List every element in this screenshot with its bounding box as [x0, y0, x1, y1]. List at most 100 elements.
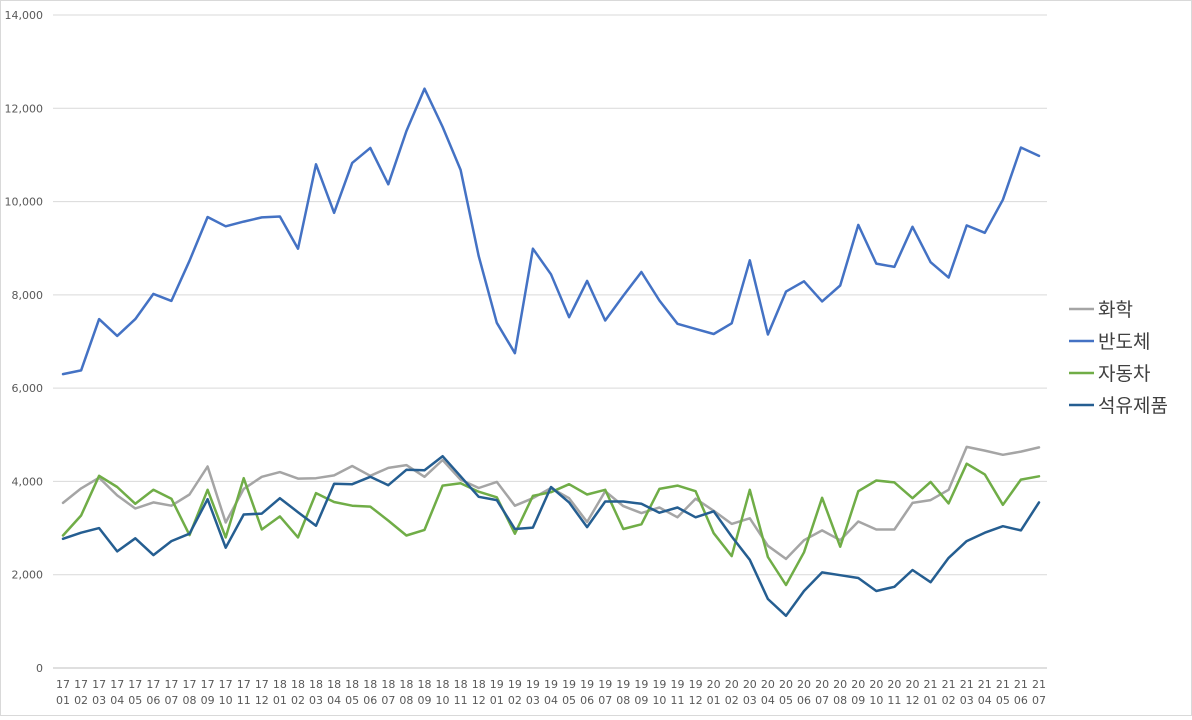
y-tick-label: 14,000 [5, 9, 44, 22]
x-tick-year: 17 [201, 678, 215, 691]
legend-label: 화학 [1098, 299, 1133, 321]
x-tick-month: 02 [942, 694, 956, 707]
x-tick-month: 12 [255, 694, 269, 707]
x-tick-year: 18 [417, 678, 431, 691]
x-tick-year: 20 [707, 678, 721, 691]
x-tick-year: 17 [56, 678, 70, 691]
x-tick-month: 01 [490, 694, 504, 707]
x-tick-month: 08 [616, 694, 630, 707]
x-tick-label: 21 01 [924, 678, 938, 707]
x-tick-year: 19 [544, 678, 558, 691]
x-tick-label: 18 10 [436, 678, 450, 707]
x-tick-month: 03 [309, 694, 323, 707]
x-tick-year: 21 [996, 678, 1010, 691]
x-tick-label: 17 12 [255, 678, 269, 707]
x-tick-year: 19 [490, 678, 504, 691]
x-tick-label: 17 11 [237, 678, 251, 707]
x-tick-label: 19 07 [598, 678, 612, 707]
x-tick-label: 17 01 [56, 678, 70, 707]
x-tick-year: 20 [869, 678, 883, 691]
x-tick-label: 20 10 [869, 678, 883, 707]
x-tick-year: 19 [652, 678, 666, 691]
series-line-3 [61, 454, 1041, 618]
x-tick-year: 18 [291, 678, 305, 691]
x-tick-month: 07 [815, 694, 829, 707]
x-tick-year: 21 [1014, 678, 1028, 691]
x-tick-year: 17 [255, 678, 269, 691]
series-lines [61, 87, 1041, 618]
x-tick-label: 18 11 [454, 678, 468, 707]
x-tick-label: 19 10 [652, 678, 666, 707]
x-tick-month: 02 [74, 694, 88, 707]
x-tick-month: 08 [833, 694, 847, 707]
x-tick-month: 12 [472, 694, 486, 707]
x-tick-month: 12 [689, 694, 703, 707]
x-tick-label: 20 04 [761, 678, 775, 707]
x-tick-label: 17 02 [74, 678, 88, 707]
x-tick-month: 06 [363, 694, 377, 707]
x-tick-label: 20 12 [905, 678, 919, 707]
x-tick-label: 21 04 [978, 678, 992, 707]
legend-label: 자동차 [1098, 363, 1150, 385]
x-tick-label: 17 03 [92, 678, 106, 707]
x-tick-month: 02 [725, 694, 739, 707]
x-tick-label: 17 09 [201, 678, 215, 707]
x-tick-year: 17 [219, 678, 233, 691]
x-tick-label: 20 07 [815, 678, 829, 707]
x-tick-month: 04 [978, 694, 992, 707]
x-tick-label: 17 04 [110, 678, 124, 707]
x-tick-month: 09 [634, 694, 648, 707]
x-tick-year: 18 [363, 678, 377, 691]
x-tick-label: 18 04 [327, 678, 341, 707]
x-tick-label: 18 06 [363, 678, 377, 707]
x-tick-month: 03 [92, 694, 106, 707]
x-tick-year: 19 [616, 678, 630, 691]
x-tick-year: 19 [598, 678, 612, 691]
x-tick-year: 17 [128, 678, 142, 691]
x-tick-label: 20 08 [833, 678, 847, 707]
x-tick-month: 01 [56, 694, 70, 707]
x-tick-year: 17 [92, 678, 106, 691]
x-tick-year: 20 [887, 678, 901, 691]
x-tick-year: 18 [399, 678, 413, 691]
x-tick-year: 20 [905, 678, 919, 691]
x-tick-month: 05 [128, 694, 142, 707]
x-tick-month: 08 [183, 694, 197, 707]
x-tick-year: 19 [562, 678, 576, 691]
x-tick-label: 19 03 [526, 678, 540, 707]
y-axis: 0 2,000 4,000 6,000 8,000 10,000 12,000 14,000 [5, 9, 44, 675]
x-tick-label: 19 02 [508, 678, 522, 707]
x-tick-year: 18 [472, 678, 486, 691]
y-tick-label: 10,000 [5, 196, 44, 209]
x-tick-month: 10 [652, 694, 666, 707]
x-tick-label: 21 05 [996, 678, 1010, 707]
y-tick-label: 4,000 [12, 475, 44, 488]
x-tick-year: 17 [183, 678, 197, 691]
x-tick-month: 04 [544, 694, 558, 707]
x-tick-label: 20 03 [743, 678, 757, 707]
x-tick-year: 20 [851, 678, 865, 691]
x-tick-label: 18 08 [399, 678, 413, 707]
x-tick-month: 03 [526, 694, 540, 707]
x-tick-label: 17 07 [164, 678, 178, 707]
x-tick-year: 19 [580, 678, 594, 691]
x-tick-label: 18 07 [381, 678, 395, 707]
x-tick-label: 21 07 [1032, 678, 1046, 707]
x-tick-year: 17 [110, 678, 124, 691]
x-tick-month: 09 [851, 694, 865, 707]
x-tick-year: 18 [436, 678, 450, 691]
x-tick-month: 09 [417, 694, 431, 707]
x-tick-month: 11 [887, 694, 901, 707]
legend-label: 석유제품 [1098, 395, 1168, 417]
x-tick-year: 19 [634, 678, 648, 691]
y-tick-label: 6,000 [12, 382, 44, 395]
x-tick-month: 10 [219, 694, 233, 707]
x-tick-label: 21 03 [960, 678, 974, 707]
x-tick-label: 19 01 [490, 678, 504, 707]
x-tick-month: 04 [761, 694, 775, 707]
x-tick-month: 04 [110, 694, 124, 707]
x-tick-year: 20 [797, 678, 811, 691]
x-tick-year: 17 [164, 678, 178, 691]
x-tick-year: 18 [345, 678, 359, 691]
